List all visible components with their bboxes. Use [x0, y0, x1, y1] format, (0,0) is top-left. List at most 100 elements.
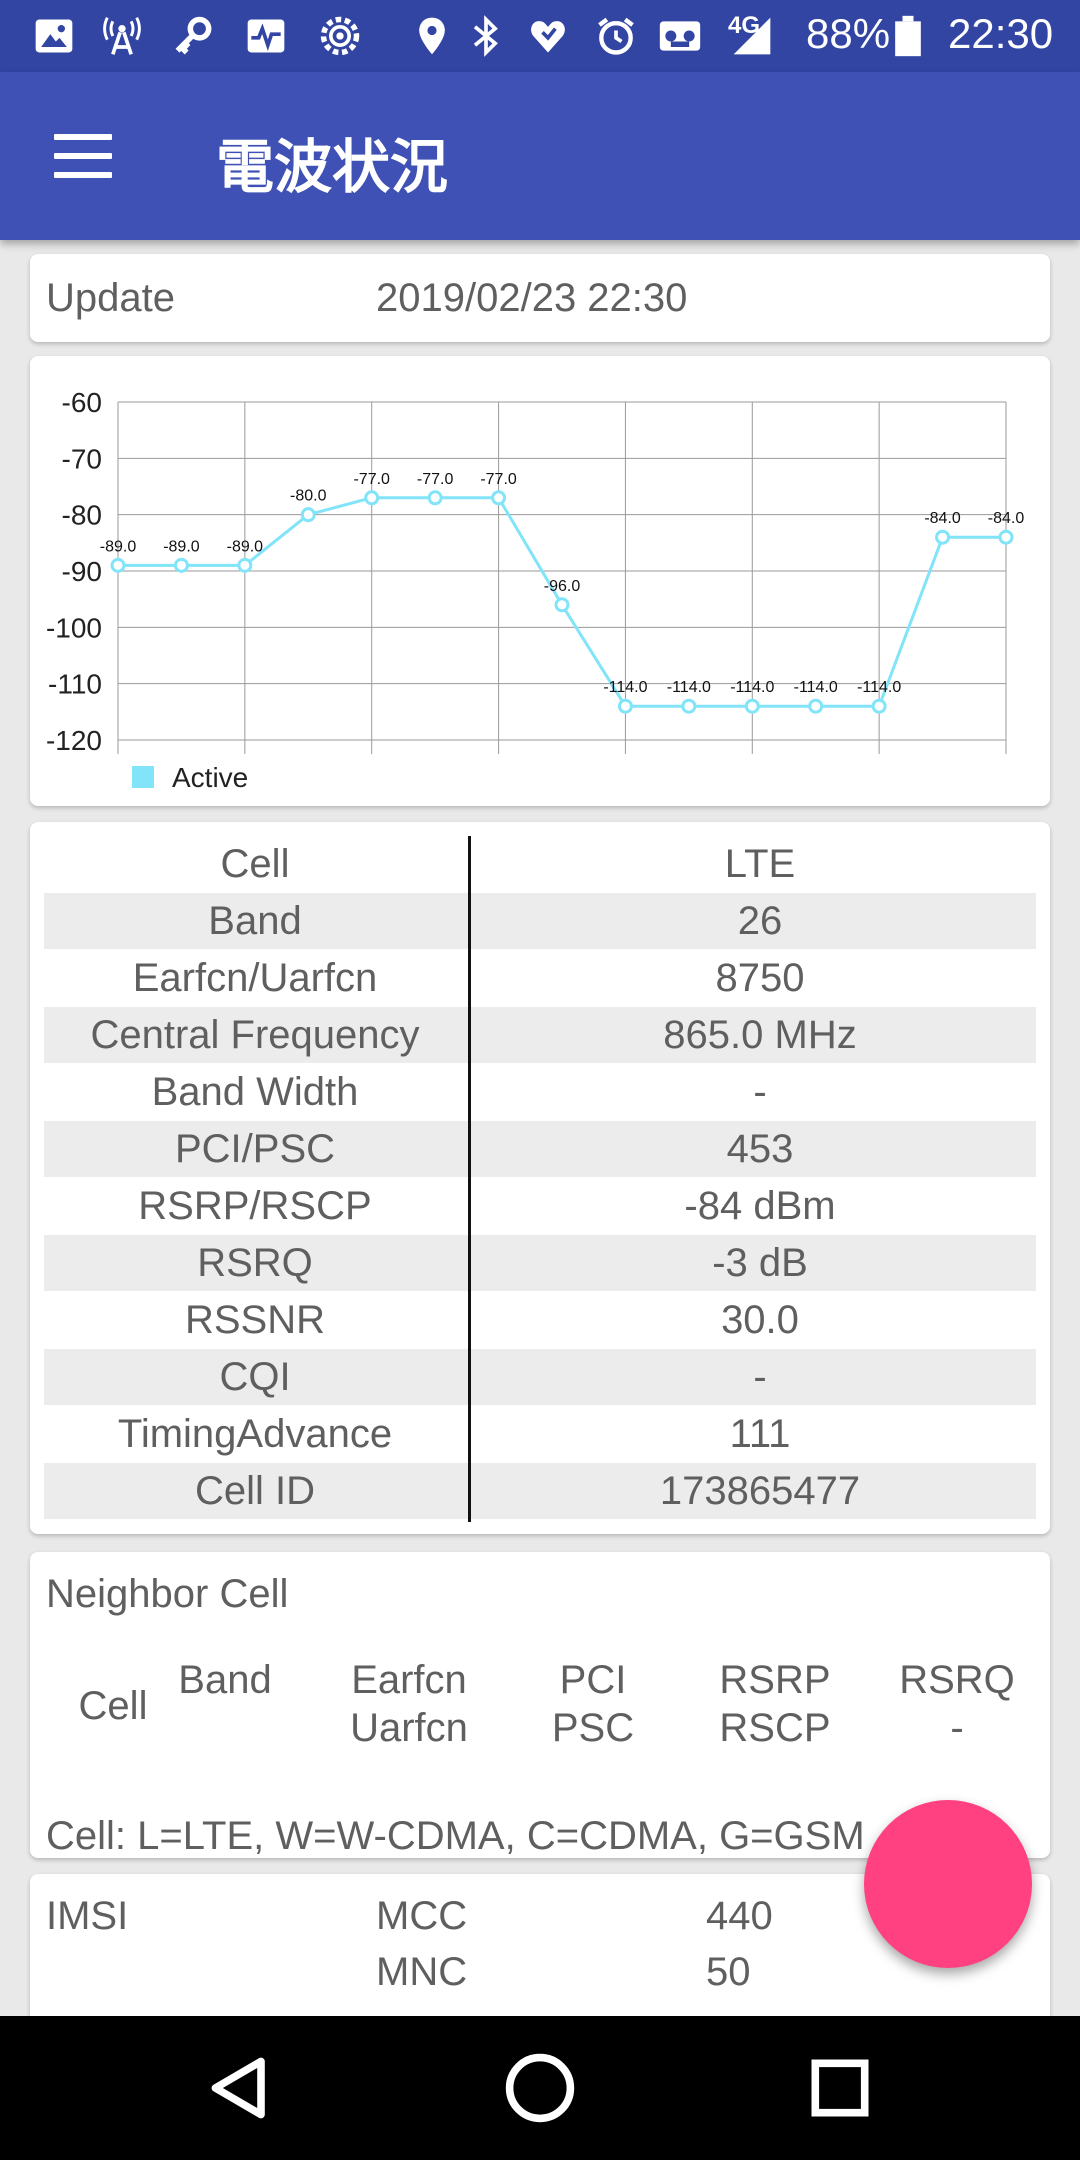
menu-icon[interactable]: [54, 134, 112, 178]
info-row: Cell LTE: [44, 836, 1036, 892]
data-point: [871, 698, 887, 714]
update-timestamp: 2019/02/23 22:30: [376, 276, 688, 320]
data-label: -84.0: [924, 510, 961, 527]
data-point: [300, 507, 316, 523]
imsi-label: IMSI: [46, 1894, 129, 1938]
signal-chart: -60 -70 -80 -90 -100 -110 -120 -89.0 -89.0 -89.0 -…: [46, 387, 1025, 793]
data-label: -114.0: [794, 679, 838, 696]
data-point: [427, 490, 443, 506]
update-label: Update: [46, 276, 175, 320]
data-point: [617, 698, 633, 714]
legend-swatch: [132, 766, 154, 788]
legend-label: Active: [172, 762, 248, 793]
data-point: [681, 698, 697, 714]
info-key: CQI: [219, 1355, 291, 1399]
back-icon[interactable]: [204, 2050, 280, 2126]
mcc-label: MCC: [376, 1894, 468, 1938]
info-key: Central Frequency: [90, 1013, 420, 1057]
app-bar: 電波状況: [0, 72, 1080, 240]
data-label: -89.0: [227, 538, 264, 555]
info-key: Earfcn/Uarfcn: [132, 956, 378, 1000]
info-row: Cell ID 173865477: [44, 1463, 1036, 1519]
status-bar: 4G 88% 22:30: [0, 0, 1080, 72]
y-tick-label: -120: [46, 725, 102, 756]
info-row: RSRP/RSCP -84 dBm: [44, 1178, 1036, 1234]
neighbor-cell-title: Neighbor Cell: [46, 1572, 289, 1616]
data-label: -114.0: [730, 679, 774, 696]
antenna-icon: [103, 17, 141, 55]
info-key: PCI/PSC: [174, 1127, 336, 1171]
heart-shield-icon: [531, 21, 565, 53]
data-label: -89.0: [100, 538, 137, 555]
data-label: -89.0: [163, 538, 200, 555]
data-point: [491, 490, 507, 506]
info-value: 865.0 MHz: [663, 1013, 857, 1057]
info-key: RSSNR: [184, 1298, 326, 1342]
battery-icon: [895, 15, 921, 57]
data-point: [554, 597, 570, 613]
alarm-icon: [598, 17, 634, 55]
col-header-rsrq: RSRQ -: [899, 1658, 1015, 1750]
data-label: -77.0: [480, 471, 517, 488]
mnc-label: MNC: [376, 1950, 468, 1994]
neighbor-cell-card: Neighbor Cell Cell Band Earfcn Uarfcn PCI…: [30, 1552, 1050, 1858]
data-point: [237, 557, 253, 573]
column-divider: [468, 836, 471, 1522]
y-tick-label: -80: [62, 500, 102, 531]
data-label: -114.0: [603, 679, 647, 696]
info-key: RSRQ: [197, 1241, 313, 1285]
navigation-bar: [0, 2016, 1080, 2160]
y-tick-label: -70: [62, 443, 102, 474]
col-header-earfcn: Earfcn Uarfcn: [350, 1658, 468, 1750]
info-value: -3 dB: [712, 1241, 808, 1285]
clock: 22:30: [948, 10, 1054, 57]
floating-action-button[interactable]: [864, 1800, 1032, 1968]
info-value: 173865477: [659, 1469, 861, 1513]
recents-icon[interactable]: [802, 2050, 878, 2126]
info-value: -84 dBm: [684, 1184, 836, 1228]
info-key: RSRP/RSCP: [138, 1184, 372, 1228]
data-label: -77.0: [353, 471, 390, 488]
info-row: TimingAdvance 111: [44, 1406, 1036, 1462]
info-value: 26: [737, 899, 783, 943]
pulse-icon: [247, 19, 285, 53]
signal-icon: [733, 17, 771, 55]
voicemail-icon: [659, 21, 701, 51]
settings-gear-icon: [320, 16, 360, 56]
info-key: Band Width: [151, 1070, 359, 1114]
y-tick-label: -60: [62, 387, 102, 418]
data-label: -80.0: [290, 488, 327, 505]
data-label: -77.0: [417, 471, 454, 488]
col-header-rsrp: RSRP RSCP: [719, 1658, 831, 1750]
info-value: 111: [729, 1412, 791, 1456]
cell-info-card: Cell ID 173865477 TimingAdvance 111 CQI - RSSN…: [30, 822, 1050, 1534]
info-value: -: [753, 1355, 767, 1399]
info-row: Band Width -: [44, 1064, 1036, 1120]
home-icon[interactable]: [502, 2050, 578, 2126]
page-title: 電波状況: [216, 133, 449, 201]
y-tick-label: -110: [48, 669, 102, 700]
data-point: [998, 529, 1014, 545]
update-card: Update 2019/02/23 22:30: [30, 254, 1050, 342]
data-point: [935, 529, 951, 545]
mcc-value: 440: [706, 1894, 773, 1938]
data-point: [808, 698, 824, 714]
data-point: [173, 557, 189, 573]
data-point: [110, 557, 126, 573]
data-point: [744, 698, 760, 714]
info-row: RSRQ -3 dB: [44, 1235, 1036, 1291]
info-value: LTE: [724, 842, 796, 886]
data-label: -84.0: [988, 510, 1025, 527]
location-icon: [419, 17, 445, 55]
signal-chart-card: -60 -70 -80 -90 -100 -110 -120 -89.0 -89.0 -89.0 -…: [30, 356, 1050, 806]
info-key: TimingAdvance: [117, 1412, 393, 1456]
vpn-key-icon: [175, 16, 212, 55]
info-row: Earfcn/Uarfcn 8750: [44, 950, 1036, 1006]
info-row: PCI/PSC 453: [44, 1121, 1036, 1177]
battery-percent: 88%: [806, 10, 891, 57]
info-key: Cell: [220, 842, 290, 886]
info-key: Cell ID: [194, 1469, 316, 1513]
y-tick-label: -100: [46, 612, 102, 643]
info-key: Band: [208, 899, 302, 943]
col-header-pci: PCI PSC: [551, 1658, 635, 1750]
